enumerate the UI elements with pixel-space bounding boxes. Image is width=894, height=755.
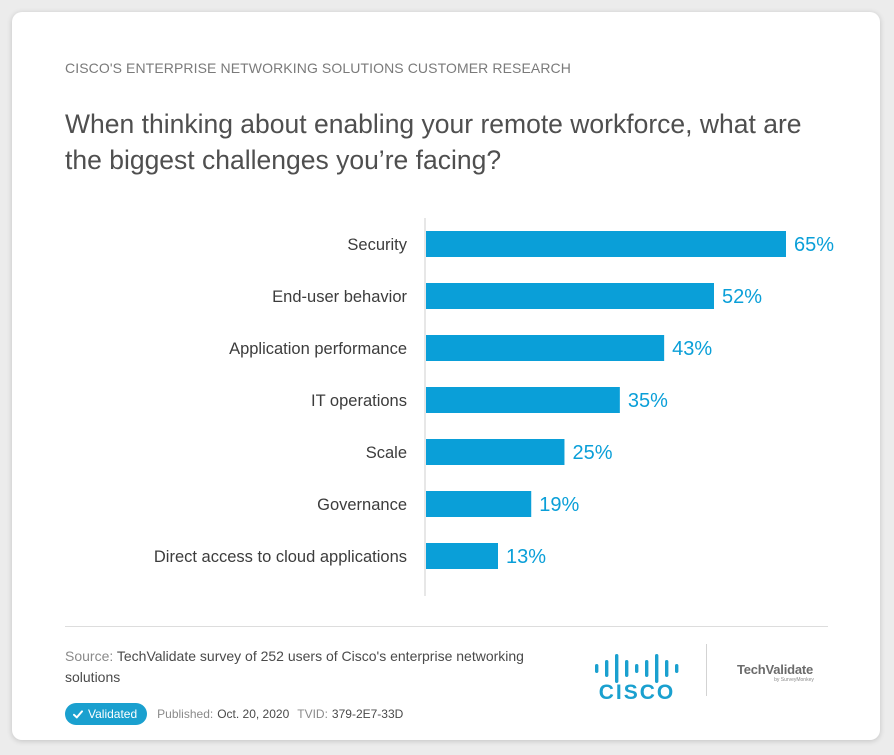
bar-chart: Security 65% End-user behavior 52% Applicati…: [154, 218, 834, 596]
logo-separator: [706, 644, 707, 696]
value-label-2: 43%: [672, 338, 712, 360]
value-label-4: 25%: [572, 442, 612, 464]
bar-4: [426, 439, 565, 465]
category-label-3: IT operations: [311, 392, 407, 410]
cisco-bridge-icon: CISCO: [595, 654, 679, 704]
techvalidate-name: TechValidate: [736, 662, 814, 677]
value-label-1: 52%: [722, 286, 762, 308]
eyebrow-label: CISCO'S ENTERPRISE NETWORKING SOLUTIONS …: [65, 60, 571, 76]
validated-label: Validated: [88, 707, 138, 721]
check-icon: [73, 709, 83, 718]
survey-card: CISCO'S ENTERPRISE NETWORKING SOLUTIONS …: [12, 12, 880, 740]
tvid-label: TVID:: [297, 707, 328, 721]
bar-3: [426, 387, 620, 413]
category-label-6: Direct access to cloud applications: [154, 548, 407, 566]
source-text: TechValidate survey of 252 users of Cisc…: [65, 648, 524, 685]
category-label-2: Application performance: [229, 340, 407, 358]
source-label: Source:: [65, 648, 114, 664]
question-title: When thinking about enabling your remote…: [65, 109, 802, 175]
published-date: Oct. 20, 2020: [217, 707, 290, 721]
bar-0: [426, 231, 786, 257]
value-label-5: 19%: [539, 494, 579, 516]
published-label: Published:: [157, 707, 214, 721]
bar-5: [426, 491, 532, 517]
category-label-0: Security: [347, 236, 407, 254]
cisco-logo-text: CISCO: [599, 681, 676, 700]
value-label-6: 13%: [506, 546, 546, 568]
footer-divider: [65, 626, 828, 627]
meta-row: Validated Published: Oct. 20, 2020 TVID:…: [65, 703, 403, 725]
bar-1: [426, 283, 714, 309]
techvalidate-sub: by SurveyMonkey: [774, 677, 814, 683]
source-note: Source: TechValidate survey of 252 users…: [65, 646, 535, 688]
value-label-3: 35%: [628, 390, 668, 412]
bar-2: [426, 335, 665, 361]
category-label-5: Governance: [317, 496, 407, 514]
techvalidate-logo: TechValidate by SurveyMonkey: [730, 662, 820, 683]
category-label-1: End-user behavior: [272, 288, 407, 306]
validated-badge[interactable]: Validated: [65, 703, 148, 725]
cisco-logo: CISCO: [592, 648, 696, 704]
category-label-4: Scale: [366, 444, 407, 462]
bar-6: [426, 543, 498, 569]
value-label-0: 65%: [794, 234, 834, 256]
tvid-value: 379-2E7-33D: [331, 707, 404, 721]
